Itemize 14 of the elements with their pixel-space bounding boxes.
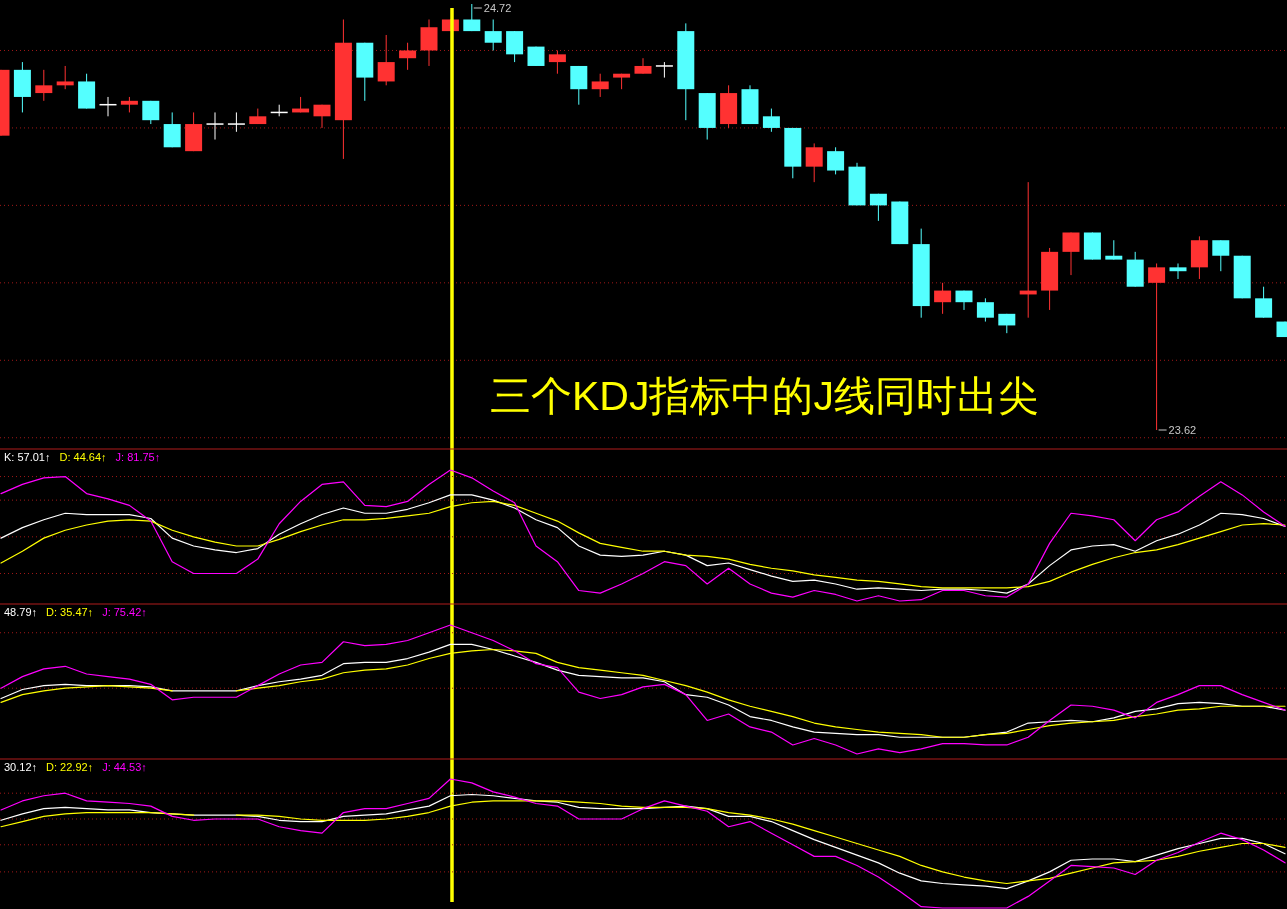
text: D: 35.47↑ — [46, 606, 94, 618]
text: K: 57.01↑ — [4, 451, 51, 463]
text: D: 22.92↑ — [46, 761, 94, 773]
annotation: 24.72 — [473, 2, 512, 14]
annotation: 三个KDJ指标中的J线同时出尖 — [490, 373, 1039, 419]
annotation: 23.62 — [1158, 424, 1197, 436]
annotation: 23.62 — [1168, 424, 1197, 436]
annotation: 24.72 — [483, 2, 512, 14]
text: J: 44.53↑ — [102, 761, 147, 773]
text: J: 81.75↑ — [115, 451, 161, 463]
text: D: 44.64↑ — [59, 451, 107, 463]
text: 48.79↑ — [4, 606, 38, 618]
text: 30.12↑ — [4, 761, 38, 773]
text: J: 75.42↑ — [102, 606, 147, 618]
